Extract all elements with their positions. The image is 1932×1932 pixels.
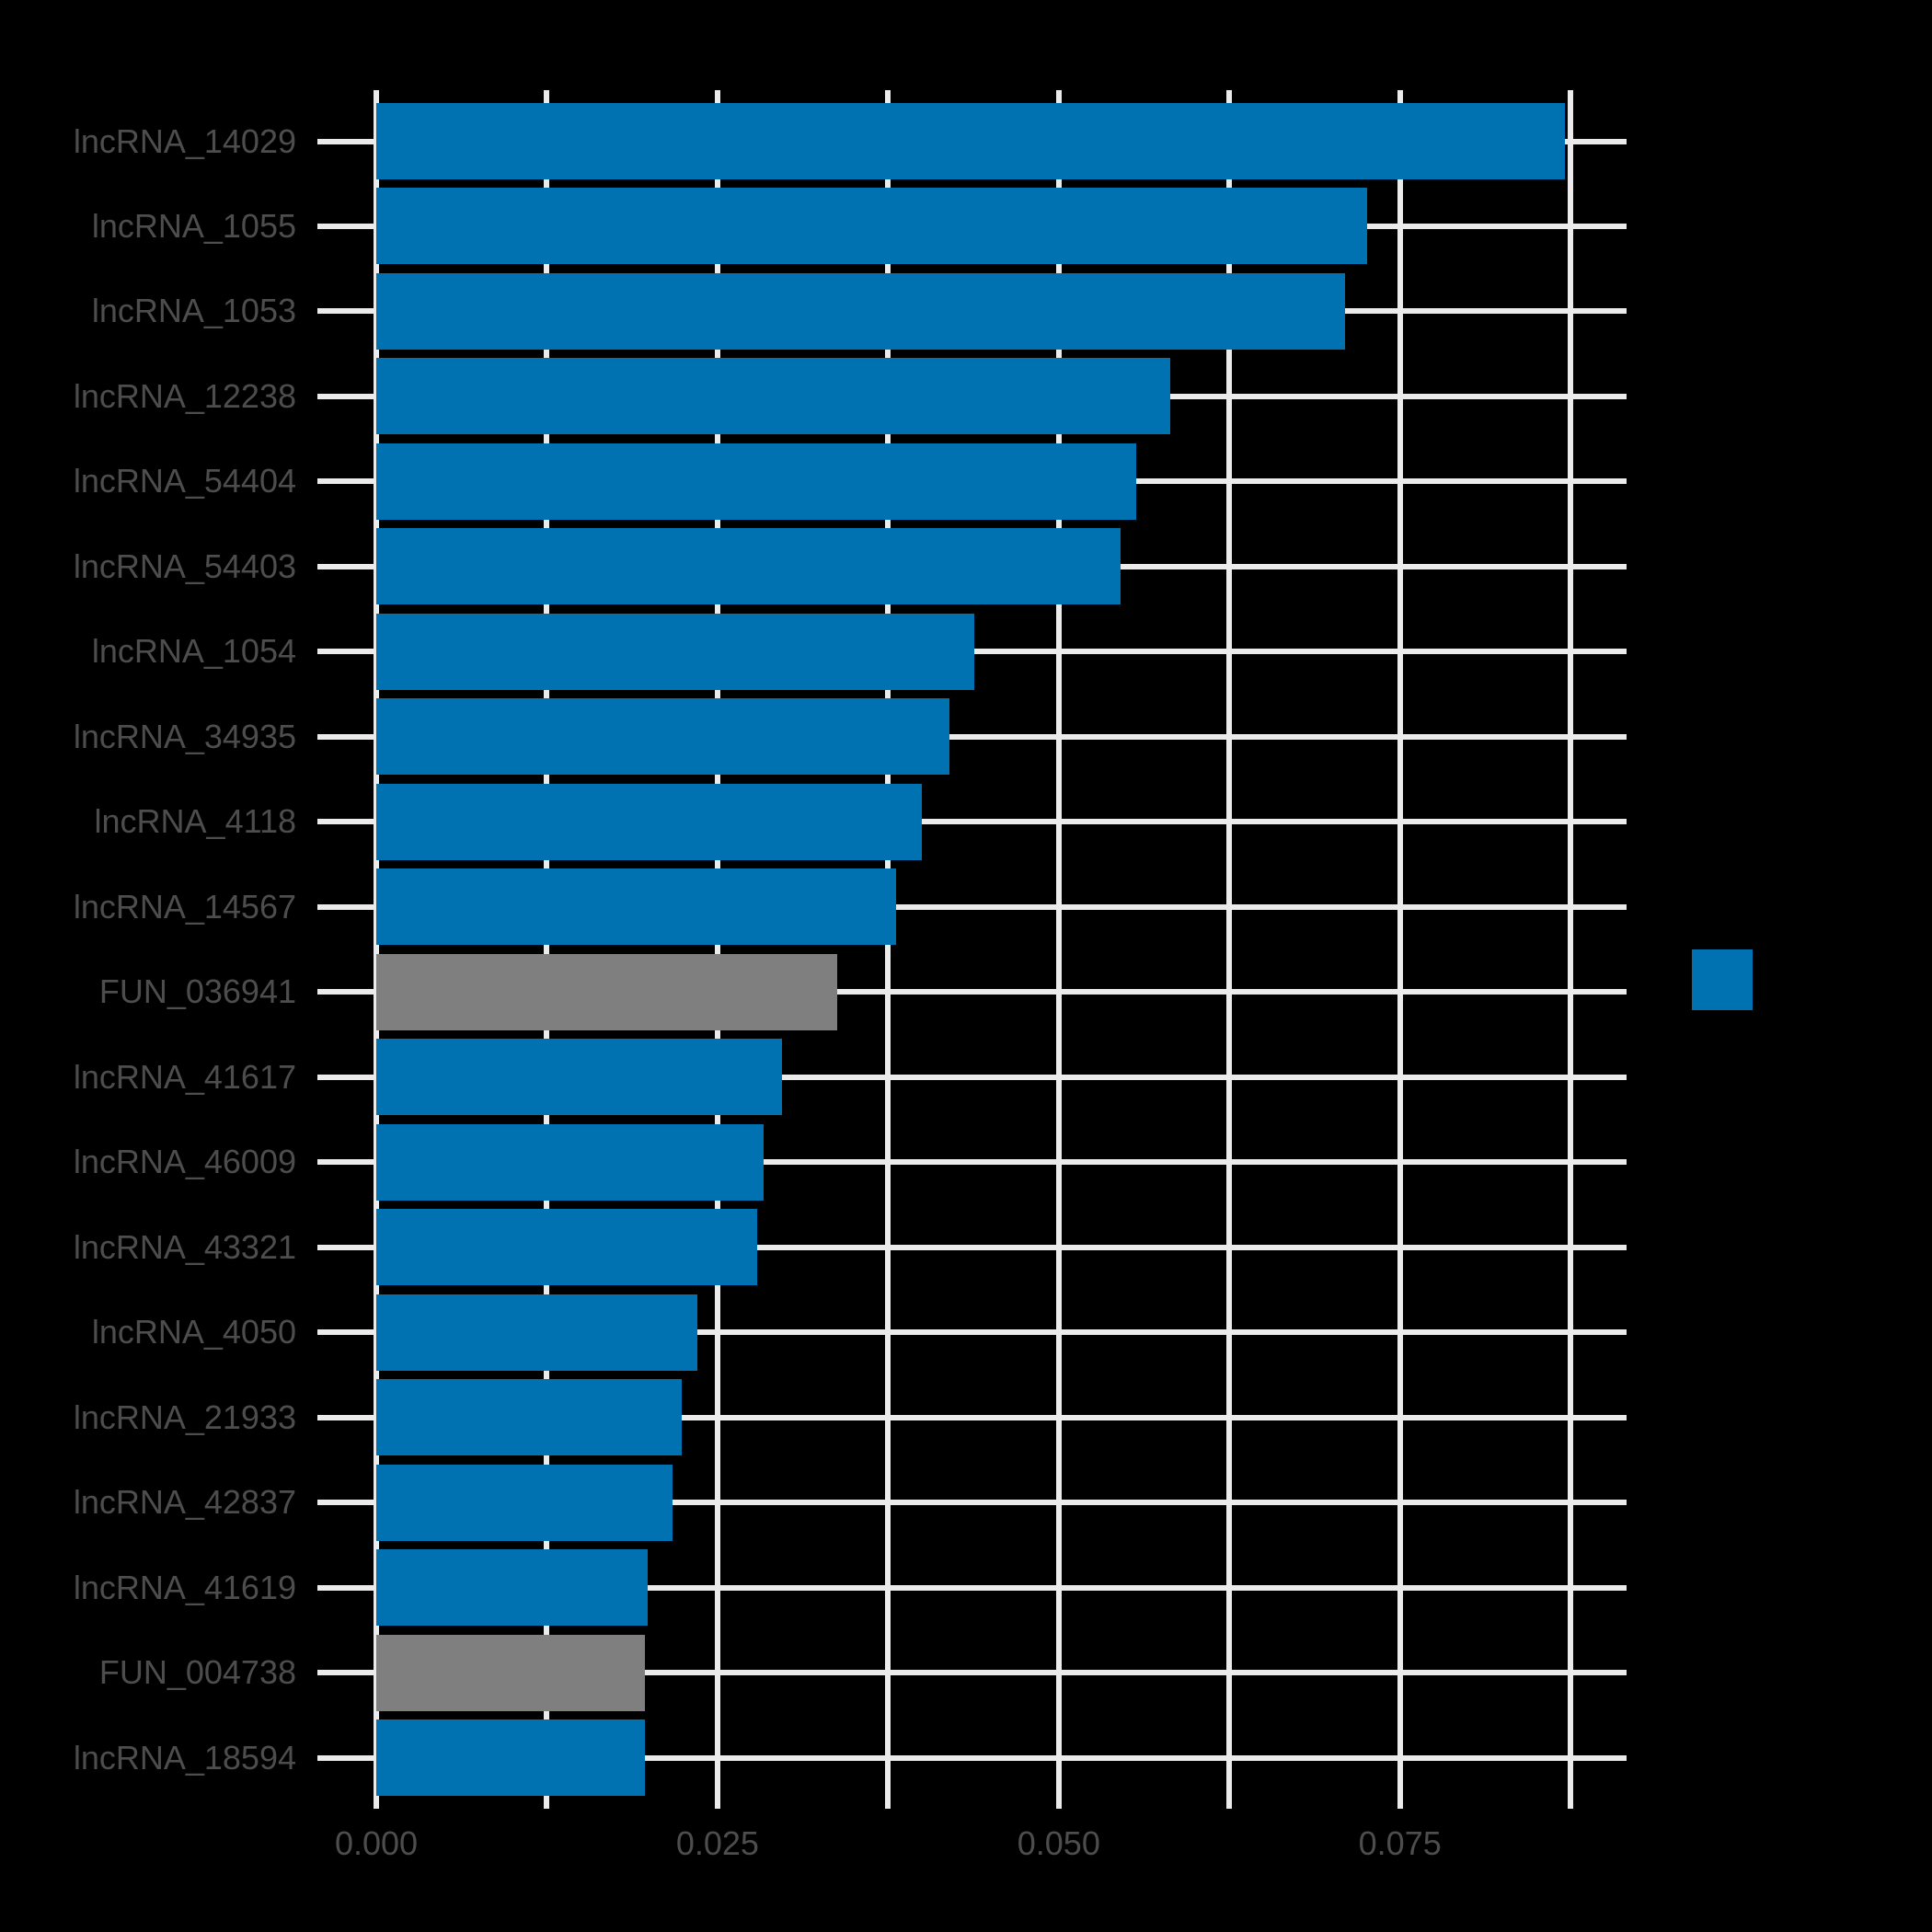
x-gridline	[1226, 90, 1233, 1809]
y-tick	[317, 733, 376, 740]
bar	[376, 783, 923, 860]
bar	[376, 1039, 782, 1116]
y-tick-label: FUN_004738	[98, 1653, 296, 1692]
y-tick-label: lncRNA_4050	[91, 1313, 296, 1351]
y-tick	[317, 1500, 376, 1506]
y-tick-label: lncRNA_43321	[73, 1227, 296, 1266]
y-tick	[317, 1329, 376, 1336]
x-tick-label: 0.050	[1017, 1824, 1100, 1862]
plot-panel	[374, 90, 1627, 1809]
bar	[376, 953, 838, 1030]
x-gridline	[544, 90, 550, 1809]
bar	[376, 443, 1137, 520]
bar	[376, 1294, 697, 1371]
x-gridline	[885, 90, 891, 1809]
y-tick-label: lncRNA_1053	[91, 292, 296, 330]
y-tick	[317, 649, 376, 655]
y-tick	[317, 1244, 376, 1250]
y-gridline	[376, 1329, 1627, 1336]
y-gridline	[376, 903, 1627, 910]
y-tick-label: lncRNA_1054	[91, 632, 296, 671]
y-gridline	[376, 733, 1627, 740]
y-tick	[317, 308, 376, 315]
bar	[376, 188, 1368, 265]
y-gridline	[376, 1500, 1627, 1506]
y-tick-label: lncRNA_54404	[73, 462, 296, 500]
y-tick	[317, 563, 376, 569]
y-tick	[317, 478, 376, 485]
bar	[376, 613, 974, 690]
y-tick-label: FUN_036941	[98, 972, 296, 1011]
bar	[376, 528, 1121, 605]
x-tick-label: 0.000	[334, 1824, 419, 1862]
y-tick-label: lncRNA_41619	[73, 1568, 296, 1606]
y-tick	[317, 1159, 376, 1166]
y-tick	[317, 223, 376, 229]
x-gridline	[1568, 90, 1574, 1809]
y-tick-label: lncRNA_34935	[73, 717, 296, 755]
y-gridline	[376, 1244, 1627, 1250]
x-gridline	[714, 90, 720, 1809]
bar	[376, 1719, 646, 1796]
bar	[376, 868, 897, 946]
y-tick-label: lncRNA_1055	[91, 206, 296, 245]
legend-swatch	[1692, 949, 1753, 1010]
y-tick-label: lncRNA_14567	[73, 887, 296, 926]
bar	[376, 1634, 646, 1711]
y-gridline	[376, 989, 1627, 995]
y-tick	[317, 393, 376, 399]
bar	[376, 698, 950, 776]
y-tick-label: lncRNA_46009	[73, 1143, 296, 1181]
y-tick	[317, 903, 376, 910]
bar	[376, 1549, 649, 1627]
x-tick-label: 0.025	[675, 1824, 759, 1862]
bar	[376, 1123, 765, 1201]
y-tick-label: lncRNA_4118	[94, 802, 296, 841]
y-tick	[317, 1414, 376, 1420]
x-gridline	[1397, 90, 1403, 1809]
y-gridline	[376, 1414, 1627, 1420]
y-gridline	[376, 819, 1627, 825]
x-tick-label: 0.075	[1358, 1824, 1442, 1862]
bar	[376, 358, 1171, 435]
y-tick-label: lncRNA_21933	[73, 1397, 296, 1436]
bar	[376, 103, 1566, 179]
y-tick-label: lncRNA_14029	[73, 121, 296, 160]
y-gridline	[376, 1754, 1627, 1761]
y-tick	[317, 819, 376, 825]
y-tick	[317, 1670, 376, 1676]
bar	[376, 272, 1346, 350]
y-gridline	[376, 1074, 1627, 1080]
y-tick	[317, 989, 376, 995]
y-gridline	[376, 1159, 1627, 1166]
bar	[376, 1209, 757, 1286]
y-gridline	[376, 1584, 1627, 1591]
y-tick-label: lncRNA_54403	[73, 546, 296, 585]
y-tick	[317, 1754, 376, 1761]
y-gridline	[376, 1670, 1627, 1676]
y-tick	[317, 1584, 376, 1591]
bar	[376, 1464, 673, 1541]
x-gridline	[374, 90, 379, 1809]
y-tick	[317, 1074, 376, 1080]
y-tick-label: lncRNA_12238	[73, 376, 296, 415]
y-tick	[317, 138, 376, 144]
y-gridline	[376, 649, 1627, 655]
y-tick-label: lncRNA_41617	[73, 1057, 296, 1096]
y-tick-label: lncRNA_18594	[73, 1738, 296, 1777]
x-gridline	[1055, 90, 1062, 1809]
y-tick-label: lncRNA_42837	[73, 1483, 296, 1522]
bar	[376, 1379, 683, 1456]
